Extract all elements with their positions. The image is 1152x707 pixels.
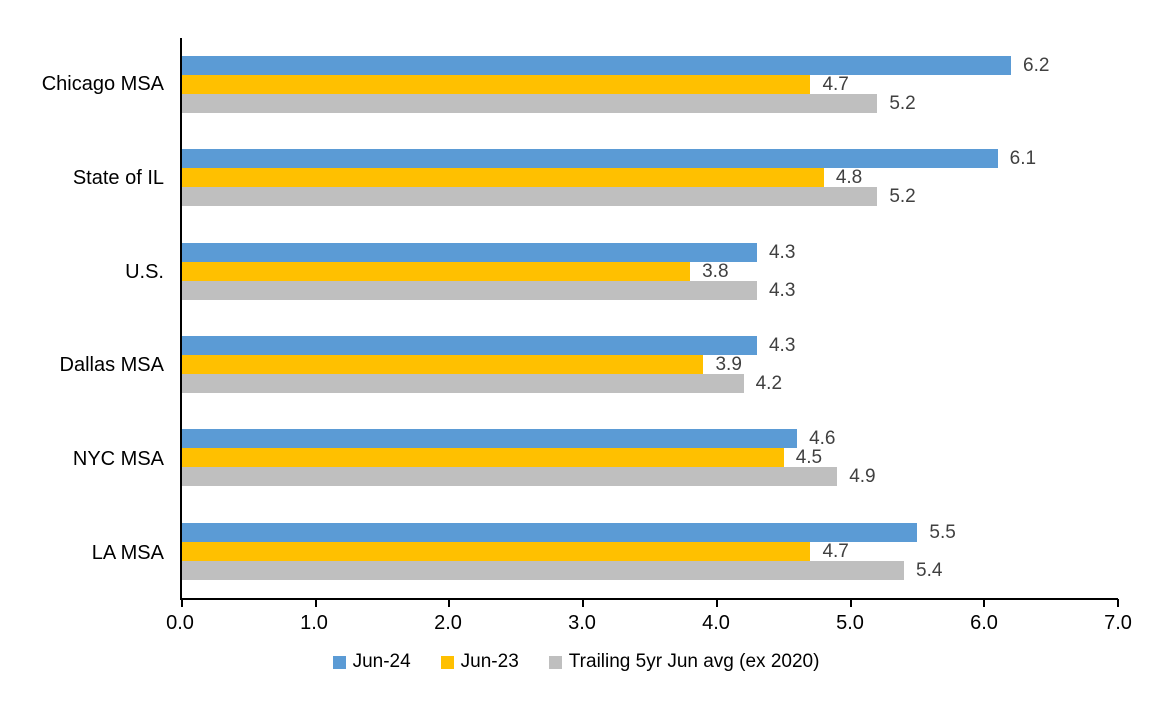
bar — [182, 541, 811, 561]
legend-item: Jun-24 — [332, 651, 411, 673]
bar-line: 5.4 — [182, 559, 1118, 581]
bar-line: 3.8 — [182, 260, 1118, 282]
x-tick-label: 5.0 — [836, 612, 864, 634]
bar — [182, 75, 811, 95]
value-label: 4.5 — [795, 447, 823, 469]
x-tick-label: 2.0 — [434, 612, 462, 634]
legend-item: Jun-23 — [440, 651, 519, 673]
bar — [182, 149, 998, 169]
category-label: U.S. — [125, 260, 164, 283]
x-tick — [715, 599, 718, 607]
category-label: Dallas MSA — [59, 354, 164, 377]
x-tick — [582, 599, 585, 607]
legend: Jun-24 Jun-23 Trailing 5yr Jun avg (ex 202… — [0, 651, 1152, 673]
bar — [182, 560, 905, 580]
x-tick — [849, 599, 852, 607]
value-label: 4.3 — [768, 335, 796, 357]
bar-line: 6.1 — [182, 148, 1118, 170]
value-label: 4.7 — [822, 540, 849, 562]
x-tick-label: 4.0 — [702, 612, 730, 634]
x-tick-label: 3.0 — [568, 612, 596, 634]
value-label: 6.2 — [1023, 55, 1050, 77]
value-label: 5.2 — [889, 186, 916, 208]
bar-line: 4.3 — [182, 335, 1118, 357]
category-label: Chicago MSA — [41, 73, 164, 96]
bar-line: 4.3 — [182, 241, 1118, 263]
plot-area: 6.2 4.7 5.2 6.1 4.8 5.2 4.3 3.8 4.3 4.3 3.9 4.2 4.6 4… — [180, 38, 1119, 607]
bar-group: 6.2 4.7 5.2 — [182, 38, 1118, 131]
x-tick — [1117, 599, 1119, 607]
value-label: 6.1 — [1009, 148, 1037, 170]
x-tick-label: 1.0 — [300, 612, 328, 634]
value-label: 4.7 — [822, 74, 849, 96]
value-label: 4.6 — [809, 428, 836, 450]
legend-item: Trailing 5yr Jun avg (ex 2020) — [548, 651, 820, 673]
bar-line: 4.8 — [182, 167, 1118, 189]
bar — [182, 336, 757, 356]
value-label: 4.9 — [849, 466, 876, 488]
bar — [182, 187, 878, 207]
x-tick — [983, 599, 986, 607]
x-tick — [181, 599, 183, 607]
bar-line: 5.5 — [182, 521, 1118, 543]
x-axis-labels: 0.0 1.0 2.0 3.0 4.0 5.0 6.0 7.0 — [166, 612, 1132, 640]
bar-line: 5.2 — [182, 186, 1118, 208]
legend-swatch — [440, 655, 454, 669]
bar — [182, 355, 704, 375]
value-label: 4.2 — [755, 373, 783, 395]
x-tick — [448, 599, 451, 607]
value-label: 4.8 — [835, 167, 863, 189]
bar-group: 6.1 4.8 5.2 — [182, 131, 1118, 224]
legend-swatch — [548, 655, 562, 669]
x-tick-label: 6.0 — [970, 612, 998, 634]
bar — [182, 280, 757, 300]
legend-label: Jun-23 — [460, 651, 519, 672]
value-label: 4.3 — [768, 241, 796, 263]
x-tick — [314, 599, 317, 607]
bar-line: 4.7 — [182, 74, 1118, 96]
legend-label: Trailing 5yr Jun avg (ex 2020) — [568, 651, 820, 672]
category-labels: Chicago MSA State of IL U.S. Dallas MSA NYC … — [0, 38, 164, 600]
x-tick-label: 0.0 — [166, 612, 194, 634]
value-label: 5.4 — [916, 559, 943, 581]
bar-group: 4.3 3.8 4.3 — [182, 225, 1118, 318]
bar-line: 3.9 — [182, 354, 1118, 376]
bar-group: 4.6 4.5 4.9 — [182, 411, 1118, 504]
bar-rows: 6.2 4.7 5.2 6.1 4.8 5.2 4.3 3.8 4.3 4.3 3.9 4.2 4.6 4… — [182, 38, 1118, 598]
category-label: State of IL — [72, 167, 164, 189]
bar-line: 6.2 — [182, 55, 1118, 77]
bar — [182, 522, 918, 542]
bar — [182, 261, 691, 281]
bar — [182, 467, 838, 487]
category-label: NYC MSA — [72, 448, 164, 471]
bar — [182, 94, 878, 114]
value-label: 3.9 — [715, 354, 742, 376]
bar-group: 5.5 4.7 5.4 — [182, 505, 1118, 598]
value-label: 4.3 — [768, 279, 796, 301]
category-label: LA MSA — [91, 541, 164, 564]
bar-line: 4.3 — [182, 279, 1118, 301]
bar-line: 5.2 — [182, 93, 1118, 115]
bar-line: 4.2 — [182, 373, 1118, 395]
bar-group: 4.3 3.9 4.2 — [182, 318, 1118, 411]
bar-line: 4.9 — [182, 466, 1118, 488]
bar — [182, 448, 784, 468]
bar-line: 4.5 — [182, 447, 1118, 469]
bar — [182, 374, 744, 394]
value-label: 5.2 — [889, 93, 916, 115]
value-label: 3.8 — [702, 260, 729, 282]
bar-line: 4.6 — [182, 428, 1118, 450]
x-tick-label: 7.0 — [1104, 612, 1132, 634]
legend-label: Jun-24 — [352, 651, 411, 672]
bar — [182, 56, 1012, 76]
legend-swatch — [332, 655, 346, 669]
bar — [182, 242, 757, 262]
value-label: 5.5 — [929, 521, 956, 543]
bar-line: 4.7 — [182, 540, 1118, 562]
bar — [182, 429, 798, 449]
bar — [182, 168, 824, 188]
